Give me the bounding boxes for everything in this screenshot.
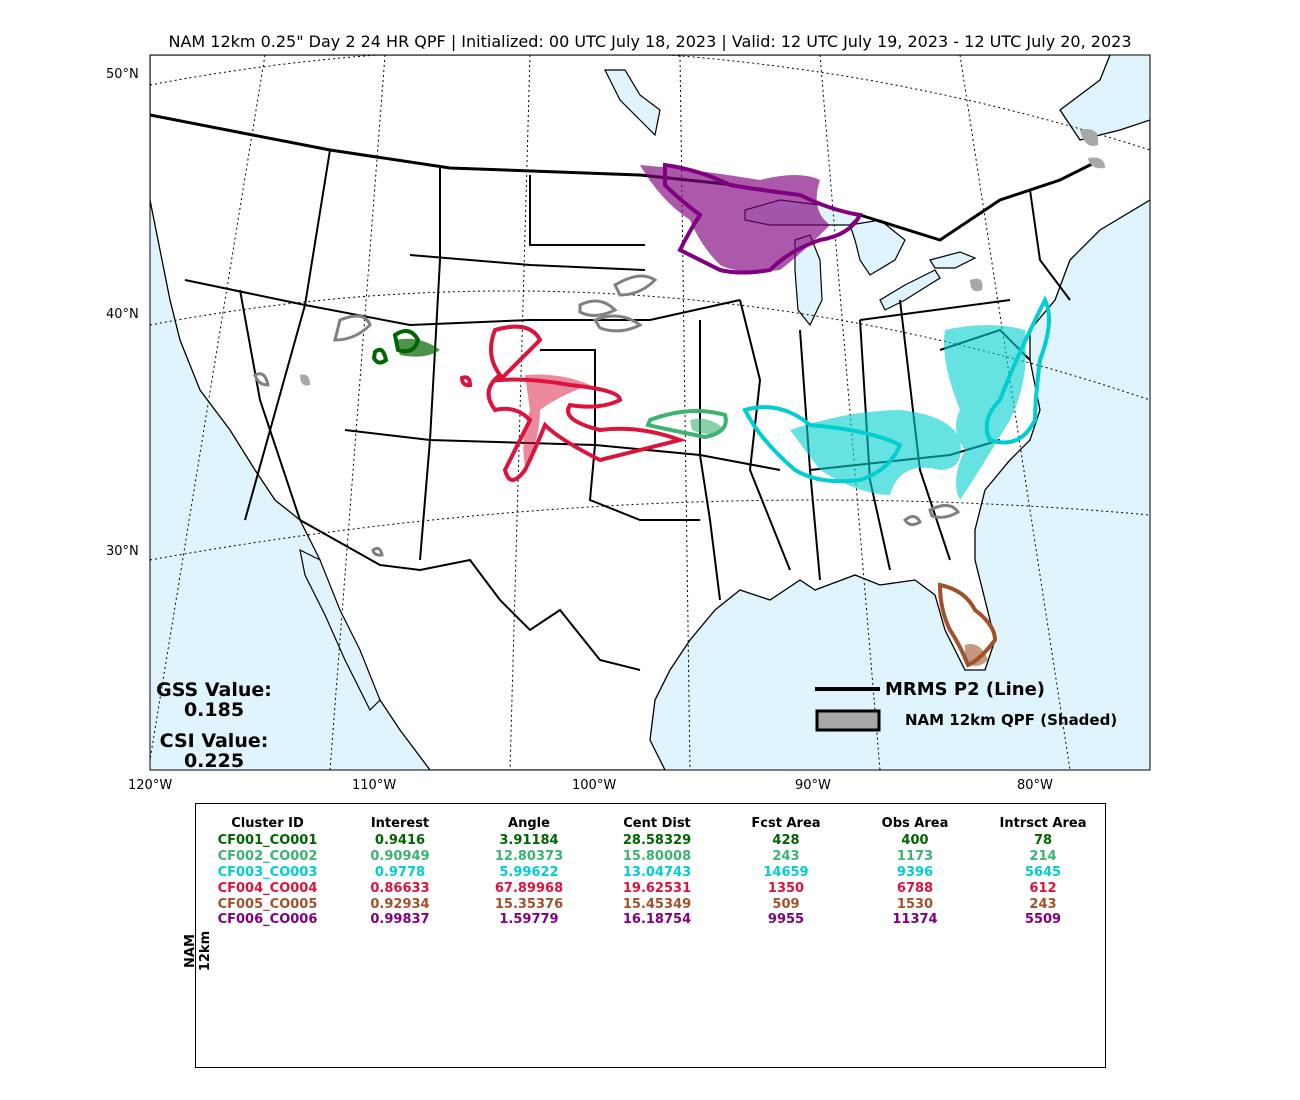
- map-frame: [149, 54, 1151, 771]
- table-cell: CF006_CO006: [217, 912, 318, 928]
- table-cell: 14659: [763, 864, 809, 880]
- table-row: CF003_CO003 0.9778 5.99622 13.04743 14659 939…: [200, 865, 1107, 881]
- csi-value: 0.225: [183, 750, 245, 772]
- csi-label: CSI Value:: [159, 730, 269, 752]
- gss-value: 0.185: [183, 699, 245, 721]
- header-fcst-area: Fcst Area: [751, 816, 821, 831]
- table-cell: 0.9416: [374, 833, 426, 849]
- table-cell: 3.91184: [499, 833, 559, 849]
- lake-ontario: [929, 251, 977, 269]
- map-title: NAM 12km 0.25" Day 2 24 HR QPF | Initial…: [168, 32, 1132, 51]
- lon-label-110: 110°W: [352, 778, 397, 793]
- lon-label-80: 80°W: [1017, 778, 1053, 793]
- table-row: CF002_CO002 0.90949 12.80373 15.80008 243 117…: [200, 849, 1107, 865]
- table-header-row: Cluster ID Interest Angle Cent Dist Fcst…: [200, 814, 1107, 833]
- table-cell: 0.9778: [374, 864, 426, 880]
- gss-label: GSS Value:: [156, 679, 272, 701]
- table-cell: 9396: [896, 864, 934, 880]
- table-cell: 15.35376: [494, 896, 564, 912]
- table-cell: 78: [1033, 833, 1053, 849]
- cluster-2-forecast: [690, 418, 725, 434]
- table-cell: 509: [772, 896, 800, 912]
- table-cell: 428: [772, 833, 800, 849]
- stats-table-frame: [195, 803, 1106, 1068]
- header-cent-dist: Cent Dist: [623, 816, 691, 831]
- table-cell: 28.58329: [622, 833, 692, 849]
- table-cell: 0.90949: [370, 849, 430, 865]
- table-cell: 1.59779: [499, 912, 559, 928]
- header-interest: Interest: [370, 816, 430, 831]
- legend-shaded-swatch: [815, 709, 881, 732]
- table-cell: 400: [901, 833, 929, 849]
- lat-label-40: 40°N: [106, 307, 139, 322]
- table-cell: 0.92934: [370, 896, 430, 912]
- cluster-6-observed: [663, 162, 864, 275]
- header-cluster-id: Cluster ID: [231, 816, 304, 831]
- header-obs-area: Obs Area: [881, 816, 949, 831]
- lat-label-50: 50°N: [106, 67, 139, 82]
- cluster-5-observed: [937, 582, 998, 668]
- header-angle: Angle: [508, 816, 550, 831]
- observed-outlines: [253, 274, 961, 557]
- cluster-5-forecast: [965, 644, 988, 666]
- table-cell: 6788: [896, 880, 934, 896]
- table-cell: 16.18754: [622, 912, 692, 928]
- cluster-2-observed: [645, 409, 728, 440]
- legend-shaded-label: NAM 12km QPF (Shaded): [905, 711, 1118, 729]
- table-cell: CF002_CO002: [217, 849, 318, 865]
- table-cell: 13.04743: [622, 864, 692, 880]
- table-cell: 5645: [1024, 864, 1062, 880]
- lat-label-30: 30°N: [106, 544, 139, 559]
- cluster-stats-table: Cluster ID Interest Angle Cent Dist Fcst…: [200, 814, 1107, 928]
- table-cell: 1530: [896, 896, 934, 912]
- cluster-4-forecast: [523, 374, 590, 465]
- table-cell: 214: [1029, 849, 1057, 865]
- table-cell: 19.62531: [622, 880, 692, 896]
- cluster-3-observed: [742, 295, 1051, 484]
- table-row: CF006_CO006 0.99837 1.59779 16.18754 9955 113…: [200, 912, 1107, 928]
- table-cell: 1173: [896, 849, 934, 865]
- table-cell: CF005_CO005: [217, 896, 318, 912]
- cluster-4-observed: [459, 324, 687, 482]
- lon-label-90: 90°W: [795, 778, 831, 793]
- lon-label-100: 100°W: [572, 778, 617, 793]
- gulf-of-california: [299, 548, 381, 712]
- legend-line-label: MRMS P2 (Line): [885, 679, 1046, 700]
- table-cell: 0.86633: [370, 880, 430, 896]
- unmatched-forecast: [300, 129, 1105, 386]
- lake-winnipeg: [604, 69, 661, 137]
- lake-erie: [879, 269, 941, 311]
- table-cell: 243: [772, 849, 800, 865]
- header-intrsct-area: Intrsct Area: [999, 816, 1087, 831]
- table-side-label: NAM 12km: [183, 930, 213, 972]
- table-cell: 9955: [767, 912, 805, 928]
- table-cell: CF001_CO001: [217, 833, 318, 849]
- table-cell: 67.89968: [494, 880, 564, 896]
- table-cell: 5.99622: [499, 864, 559, 880]
- table-row: CF004_CO004 0.86633 67.89968 19.62531 1350 67…: [200, 880, 1107, 896]
- cluster-3-forecast: [790, 325, 1026, 500]
- table-cell: 243: [1029, 896, 1057, 912]
- table-cell: 612: [1029, 880, 1057, 896]
- table-cell: 11374: [892, 912, 938, 928]
- cluster-1-observed: [371, 329, 421, 365]
- table-cell: 15.45349: [622, 896, 692, 912]
- table-cell: 15.80008: [622, 849, 692, 865]
- lon-label-120: 120°W: [128, 778, 173, 793]
- qpf-map: [149, 54, 1151, 771]
- table-cell: 12.80373: [494, 849, 564, 865]
- table-cell: 1350: [767, 880, 805, 896]
- table-row: CF005_CO005 0.92934 15.35376 15.45349 509 153…: [200, 896, 1107, 912]
- table-cell: CF004_CO004: [217, 880, 318, 896]
- table-row: CF001_CO001 0.9416 3.91184 28.58329 428 400 78: [200, 833, 1107, 849]
- table-cell: CF003_CO003: [217, 864, 318, 880]
- table-cell: 0.99837: [370, 912, 430, 928]
- table-cell: 5509: [1024, 912, 1062, 928]
